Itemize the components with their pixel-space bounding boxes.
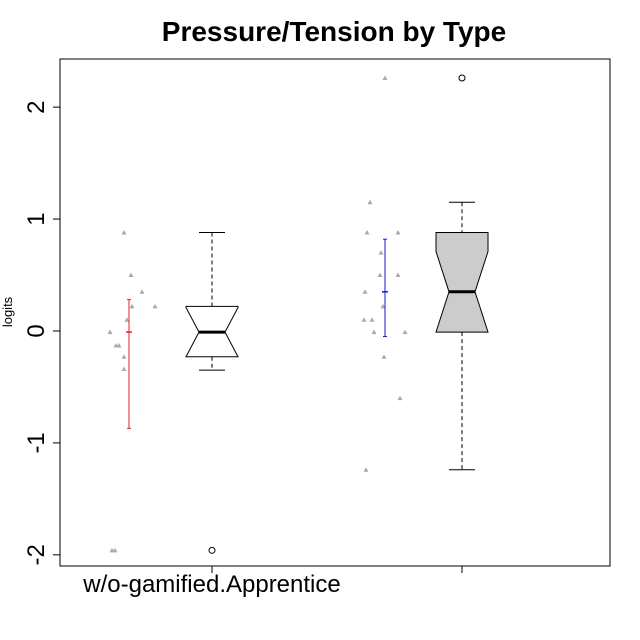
data-point [363, 467, 369, 472]
data-point [369, 317, 375, 322]
data-point [377, 272, 383, 278]
data-point [381, 354, 387, 359]
data-point [380, 303, 386, 309]
data-point [395, 272, 401, 278]
data-point [362, 289, 368, 294]
box-groups [107, 74, 489, 554]
data-point [139, 289, 145, 294]
y-tick-label: 2 [23, 100, 50, 113]
data-point [121, 366, 127, 372]
data-point [107, 329, 113, 335]
y-tick-label: -2 [23, 544, 50, 565]
chart-title: Pressure/Tension by Type [162, 16, 506, 47]
y-tick-label: 1 [23, 212, 50, 225]
x-tick-label: w/o-gamified.Apprentice [82, 571, 340, 598]
group-2 [361, 74, 489, 472]
data-point [402, 329, 408, 335]
data-point [152, 303, 158, 309]
data-point [116, 343, 122, 348]
notched-box [435, 231, 489, 333]
data-point [364, 229, 370, 235]
data-point [382, 75, 388, 81]
group-1 [107, 229, 239, 554]
outlier-point [208, 546, 216, 554]
data-point [128, 272, 134, 278]
y-axis: -2 -1 0 1 2 [23, 100, 60, 565]
data-point [397, 395, 403, 401]
x-axis: w/o-gamified.Apprentice [82, 566, 463, 598]
outlier-point [458, 74, 466, 82]
data-point [395, 229, 401, 235]
data-point [378, 250, 384, 255]
data-point [371, 329, 377, 335]
y-axis-label: logits [0, 296, 15, 327]
y-tick-label: 0 [23, 324, 50, 337]
plot-frame [59, 58, 611, 567]
data-point [121, 354, 127, 359]
data-point [121, 229, 127, 235]
y-tick-label: -1 [23, 432, 50, 453]
data-point [367, 199, 373, 205]
data-point [129, 303, 135, 309]
data-point [361, 317, 367, 322]
data-point [124, 317, 130, 322]
data-point [112, 547, 118, 553]
